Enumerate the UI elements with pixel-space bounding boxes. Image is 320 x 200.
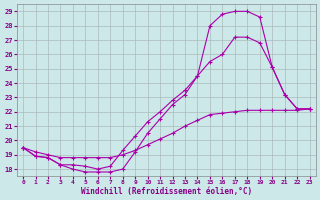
- X-axis label: Windchill (Refroidissement éolien,°C): Windchill (Refroidissement éolien,°C): [81, 187, 252, 196]
